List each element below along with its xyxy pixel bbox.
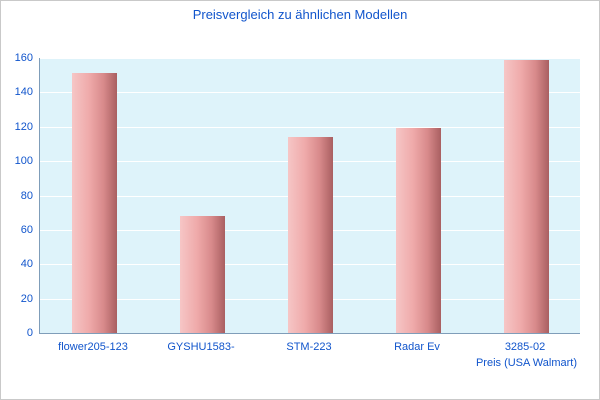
gridline xyxy=(40,58,580,59)
bar-stm-223 xyxy=(287,137,333,333)
bar-radar-ev xyxy=(395,128,441,333)
x-category-label: flower205-123 xyxy=(58,341,128,353)
y-tick-label: 80 xyxy=(20,189,33,202)
chart-title: Preisvergleich zu ähnlichen Modellen xyxy=(192,7,408,22)
gridline xyxy=(40,126,580,128)
x-category-label: STM-223 xyxy=(286,341,332,353)
x-category-label: GYSHU1583- xyxy=(167,341,235,353)
x-category-label: Radar Ev xyxy=(394,341,440,353)
y-tick-label: 160 xyxy=(14,52,33,64)
bar-3285-02 xyxy=(503,59,549,333)
y-tick-label: 120 xyxy=(14,120,33,133)
y-tick-label: 60 xyxy=(20,223,33,236)
plot-area xyxy=(39,58,580,334)
gridline xyxy=(40,92,580,94)
y-tick-label: 0 xyxy=(26,327,33,339)
bar-gyshu1583- xyxy=(179,216,225,333)
y-tick-label: 40 xyxy=(20,258,33,271)
bar-flower205-123 xyxy=(71,73,117,333)
x-category-label: 3285-02 xyxy=(504,341,546,353)
y-tick-label: 20 xyxy=(20,292,33,305)
y-tick-label: 100 xyxy=(14,155,33,168)
y-tick-label: 140 xyxy=(14,86,33,99)
x-axis-title: Preis (USA Walmart) xyxy=(475,357,577,369)
